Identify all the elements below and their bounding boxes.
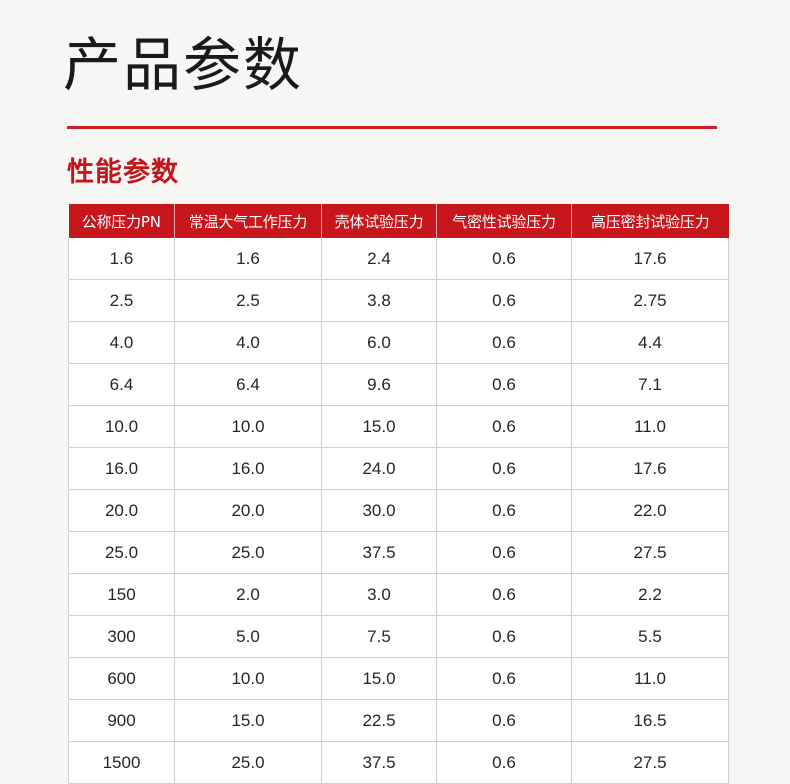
- cell-ambient-working-pressure: 2.0: [174, 573, 322, 616]
- cell-shell-test-pressure: 9.6: [321, 363, 437, 406]
- cell-nominal-pressure: 25.0: [68, 531, 175, 574]
- cell-shell-test-pressure: 22.5: [321, 699, 437, 742]
- cell-air-tightness-test-pressure: 0.6: [436, 405, 572, 448]
- cell-nominal-pressure: 600: [68, 657, 175, 700]
- cell-shell-test-pressure: 24.0: [321, 447, 437, 490]
- cell-shell-test-pressure: 6.0: [321, 321, 437, 364]
- cell-ambient-working-pressure: 1.6: [174, 238, 322, 280]
- cell-shell-test-pressure: 15.0: [321, 405, 437, 448]
- performance-table-container: 公称压力PN 常温大气工作压力 壳体试验压力 气密性试验压力 高压密封试验压力 …: [68, 204, 729, 784]
- cell-ambient-working-pressure: 15.0: [174, 699, 322, 742]
- cell-nominal-pressure: 16.0: [68, 447, 175, 490]
- table-row: 1500 25.0 37.5 0.6 27.5: [68, 741, 729, 784]
- cell-air-tightness-test-pressure: 0.6: [436, 573, 572, 616]
- cell-air-tightness-test-pressure: 0.6: [436, 699, 572, 742]
- cell-nominal-pressure: 20.0: [68, 489, 175, 532]
- table-body: 1.6 1.6 2.4 0.6 17.6 2.5 2.5 3.8 0.6 2.7…: [68, 238, 729, 784]
- cell-high-pressure-seal-test-pressure: 2.2: [571, 573, 729, 616]
- cell-high-pressure-seal-test-pressure: 4.4: [571, 321, 729, 364]
- table-row: 300 5.0 7.5 0.6 5.5: [68, 615, 729, 658]
- cell-shell-test-pressure: 2.4: [321, 238, 437, 280]
- cell-ambient-working-pressure: 4.0: [174, 321, 322, 364]
- cell-high-pressure-seal-test-pressure: 27.5: [571, 531, 729, 574]
- cell-air-tightness-test-pressure: 0.6: [436, 238, 572, 280]
- table-row: 4.0 4.0 6.0 0.6 4.4: [68, 321, 729, 364]
- cell-high-pressure-seal-test-pressure: 11.0: [571, 657, 729, 700]
- table-header: 公称压力PN 常温大气工作压力 壳体试验压力 气密性试验压力 高压密封试验压力: [68, 204, 729, 238]
- table-row: 20.0 20.0 30.0 0.6 22.0: [68, 489, 729, 532]
- column-header-nominal-pressure: 公称压力PN: [68, 204, 175, 238]
- cell-high-pressure-seal-test-pressure: 11.0: [571, 405, 729, 448]
- cell-shell-test-pressure: 3.8: [321, 279, 437, 322]
- cell-nominal-pressure: 4.0: [68, 321, 175, 364]
- cell-ambient-working-pressure: 10.0: [174, 657, 322, 700]
- cell-nominal-pressure: 6.4: [68, 363, 175, 406]
- cell-nominal-pressure: 2.5: [68, 279, 175, 322]
- section-heading-performance: 性能参数: [67, 157, 179, 188]
- column-header-ambient-working-pressure: 常温大气工作压力: [174, 204, 322, 238]
- cell-air-tightness-test-pressure: 0.6: [436, 279, 572, 322]
- cell-high-pressure-seal-test-pressure: 16.5: [571, 699, 729, 742]
- page-title: 产品参数: [63, 31, 304, 99]
- table-header-row: 公称压力PN 常温大气工作压力 壳体试验压力 气密性试验压力 高压密封试验压力: [68, 204, 729, 238]
- cell-shell-test-pressure: 37.5: [321, 531, 437, 574]
- cell-air-tightness-test-pressure: 0.6: [436, 615, 572, 658]
- cell-ambient-working-pressure: 25.0: [174, 741, 322, 784]
- column-header-high-pressure-seal-test-pressure: 高压密封试验压力: [571, 204, 729, 238]
- cell-shell-test-pressure: 37.5: [321, 741, 437, 784]
- cell-air-tightness-test-pressure: 0.6: [436, 531, 572, 574]
- cell-ambient-working-pressure: 25.0: [174, 531, 322, 574]
- cell-high-pressure-seal-test-pressure: 22.0: [571, 489, 729, 532]
- column-header-shell-test-pressure: 壳体试验压力: [321, 204, 437, 238]
- cell-nominal-pressure: 1.6: [68, 238, 175, 280]
- table-row: 900 15.0 22.5 0.6 16.5: [68, 699, 729, 742]
- cell-ambient-working-pressure: 2.5: [174, 279, 322, 322]
- table-row: 1.6 1.6 2.4 0.6 17.6: [68, 238, 729, 280]
- cell-air-tightness-test-pressure: 0.6: [436, 489, 572, 532]
- cell-high-pressure-seal-test-pressure: 2.75: [571, 279, 729, 322]
- cell-shell-test-pressure: 7.5: [321, 615, 437, 658]
- cell-high-pressure-seal-test-pressure: 7.1: [571, 363, 729, 406]
- column-header-air-tightness-test-pressure: 气密性试验压力: [436, 204, 572, 238]
- cell-air-tightness-test-pressure: 0.6: [436, 447, 572, 490]
- cell-nominal-pressure: 300: [68, 615, 175, 658]
- cell-ambient-working-pressure: 10.0: [174, 405, 322, 448]
- cell-air-tightness-test-pressure: 0.6: [436, 321, 572, 364]
- cell-air-tightness-test-pressure: 0.6: [436, 741, 572, 784]
- cell-nominal-pressure: 900: [68, 699, 175, 742]
- cell-ambient-working-pressure: 20.0: [174, 489, 322, 532]
- cell-shell-test-pressure: 3.0: [321, 573, 437, 616]
- cell-nominal-pressure: 150: [68, 573, 175, 616]
- cell-shell-test-pressure: 15.0: [321, 657, 437, 700]
- cell-ambient-working-pressure: 5.0: [174, 615, 322, 658]
- cell-high-pressure-seal-test-pressure: 17.6: [571, 238, 729, 280]
- cell-shell-test-pressure: 30.0: [321, 489, 437, 532]
- table-row: 2.5 2.5 3.8 0.6 2.75: [68, 279, 729, 322]
- cell-high-pressure-seal-test-pressure: 27.5: [571, 741, 729, 784]
- cell-ambient-working-pressure: 16.0: [174, 447, 322, 490]
- table-row: 600 10.0 15.0 0.6 11.0: [68, 657, 729, 700]
- cell-nominal-pressure: 1500: [68, 741, 175, 784]
- cell-air-tightness-test-pressure: 0.6: [436, 363, 572, 406]
- cell-air-tightness-test-pressure: 0.6: [436, 657, 572, 700]
- cell-ambient-working-pressure: 6.4: [174, 363, 322, 406]
- cell-high-pressure-seal-test-pressure: 17.6: [571, 447, 729, 490]
- title-underline-rule: [67, 126, 717, 129]
- table-row: 10.0 10.0 15.0 0.6 11.0: [68, 405, 729, 448]
- table-row: 16.0 16.0 24.0 0.6 17.6: [68, 447, 729, 490]
- table-row: 150 2.0 3.0 0.6 2.2: [68, 573, 729, 616]
- cell-nominal-pressure: 10.0: [68, 405, 175, 448]
- table-row: 25.0 25.0 37.5 0.6 27.5: [68, 531, 729, 574]
- performance-parameters-table: 公称压力PN 常温大气工作压力 壳体试验压力 气密性试验压力 高压密封试验压力 …: [68, 204, 729, 784]
- cell-high-pressure-seal-test-pressure: 5.5: [571, 615, 729, 658]
- table-row: 6.4 6.4 9.6 0.6 7.1: [68, 363, 729, 406]
